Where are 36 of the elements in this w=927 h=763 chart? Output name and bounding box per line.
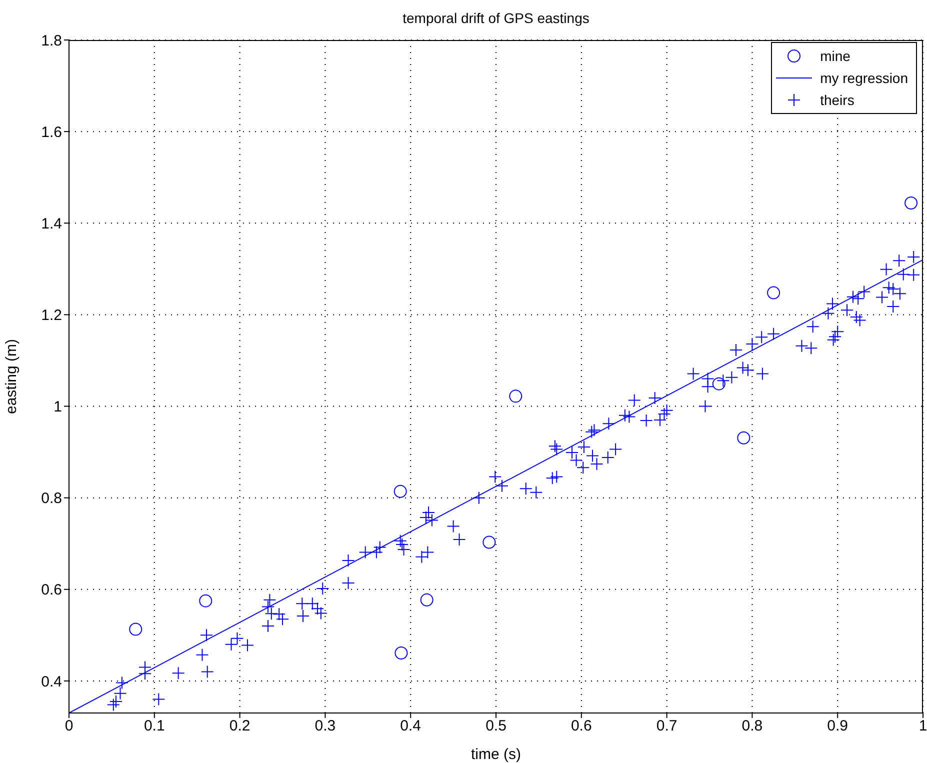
y-tick-label: 1 bbox=[54, 398, 62, 416]
point bbox=[394, 484, 407, 498]
x-tick-label: 0 bbox=[64, 718, 74, 735]
x-tick-label: 0.7 bbox=[656, 718, 678, 735]
x-tick-label: 0.1 bbox=[144, 718, 165, 735]
y-tick-label: 1.8 bbox=[41, 32, 62, 50]
x-tick-label: 0.9 bbox=[827, 718, 848, 735]
x-tick-label: 0.8 bbox=[742, 718, 763, 735]
y-tick-label: 1.4 bbox=[41, 215, 62, 232]
x-tick-label: 0.6 bbox=[570, 718, 592, 735]
point bbox=[904, 196, 918, 210]
x-tick-label: 0.3 bbox=[314, 718, 336, 735]
y-tick-label: 0.4 bbox=[41, 673, 62, 690]
x-tick-label: 0.2 bbox=[229, 718, 250, 735]
chart-title: temporal drift of GPS eastings bbox=[402, 10, 590, 26]
legend-label: my regression bbox=[820, 70, 908, 86]
point bbox=[712, 377, 726, 390]
point bbox=[129, 622, 142, 636]
point bbox=[199, 594, 212, 608]
x-tick-label: 0.5 bbox=[486, 718, 506, 735]
point bbox=[394, 646, 408, 660]
y-tick-label: 1.6 bbox=[41, 124, 62, 141]
y-axis-title: easting (m) bbox=[3, 338, 20, 414]
x-tick-label: 1 bbox=[918, 718, 927, 735]
point bbox=[482, 536, 496, 549]
y-tick-label: 0.6 bbox=[41, 582, 62, 599]
x-tick-label: 0.4 bbox=[400, 718, 422, 735]
legend-label: mine bbox=[820, 48, 850, 64]
point bbox=[737, 431, 750, 444]
x-axis-title: time (s) bbox=[471, 746, 521, 763]
legend-label: theirs bbox=[820, 92, 854, 108]
y-tick-label: 0.8 bbox=[41, 490, 62, 508]
point bbox=[509, 390, 522, 403]
point bbox=[420, 593, 434, 606]
point bbox=[767, 286, 780, 300]
y-tick-label: 1.2 bbox=[41, 307, 62, 324]
